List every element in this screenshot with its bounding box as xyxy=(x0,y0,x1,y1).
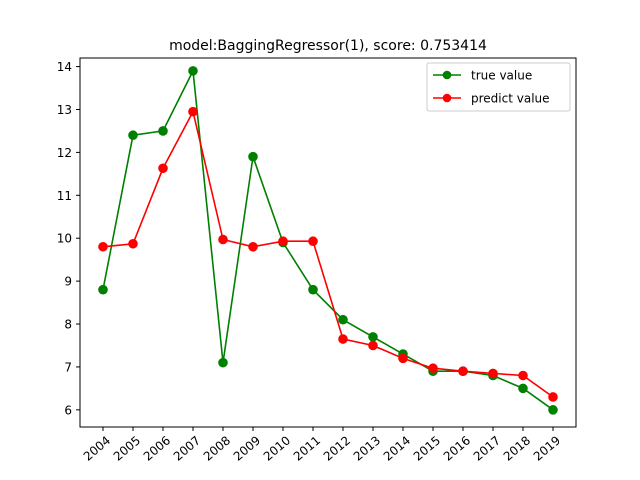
data-point xyxy=(308,236,318,247)
data-point xyxy=(158,126,168,136)
data-point xyxy=(428,363,438,374)
data-point xyxy=(188,106,198,117)
y-tick-label: 7 xyxy=(64,360,72,374)
data-point xyxy=(548,405,558,415)
data-point xyxy=(338,314,348,325)
chart-title: model:BaggingRegressor(1), score: 0.7534… xyxy=(169,38,487,54)
y-tick-label: 10 xyxy=(57,232,72,246)
y-tick-label: 12 xyxy=(57,146,72,160)
data-point xyxy=(128,238,138,249)
data-point xyxy=(188,66,198,76)
data-point xyxy=(98,241,108,252)
legend-label: predict value xyxy=(471,92,550,106)
data-point xyxy=(158,163,168,174)
data-point xyxy=(338,334,348,344)
axes-frame xyxy=(79,57,577,428)
data-point xyxy=(488,368,498,379)
data-point xyxy=(518,370,528,381)
data-point xyxy=(458,366,468,377)
legend-marker xyxy=(442,70,452,80)
y-tick-label: 14 xyxy=(57,60,72,74)
data-point xyxy=(398,353,408,364)
data-point xyxy=(218,357,228,368)
legend-marker xyxy=(442,93,452,103)
data-point xyxy=(368,340,378,351)
data-point xyxy=(128,130,138,141)
data-point xyxy=(518,383,528,394)
y-tick-label: 6 xyxy=(64,403,72,417)
series-line xyxy=(102,109,554,398)
y-tick-label: 9 xyxy=(64,275,72,289)
legend-box xyxy=(426,62,571,112)
data-point xyxy=(98,284,108,295)
series-line xyxy=(102,68,554,411)
legend-label: true value xyxy=(471,69,532,83)
data-point xyxy=(218,234,228,245)
data-point xyxy=(278,236,288,247)
data-point xyxy=(308,284,318,295)
y-tick-label: 8 xyxy=(64,318,72,332)
y-tick-label: 13 xyxy=(57,103,72,117)
legend: true value predict value xyxy=(426,62,571,112)
data-point xyxy=(248,151,258,162)
data-point xyxy=(368,332,378,342)
data-point xyxy=(248,241,258,252)
y-tick-label: 11 xyxy=(57,189,72,203)
data-point xyxy=(548,392,558,402)
